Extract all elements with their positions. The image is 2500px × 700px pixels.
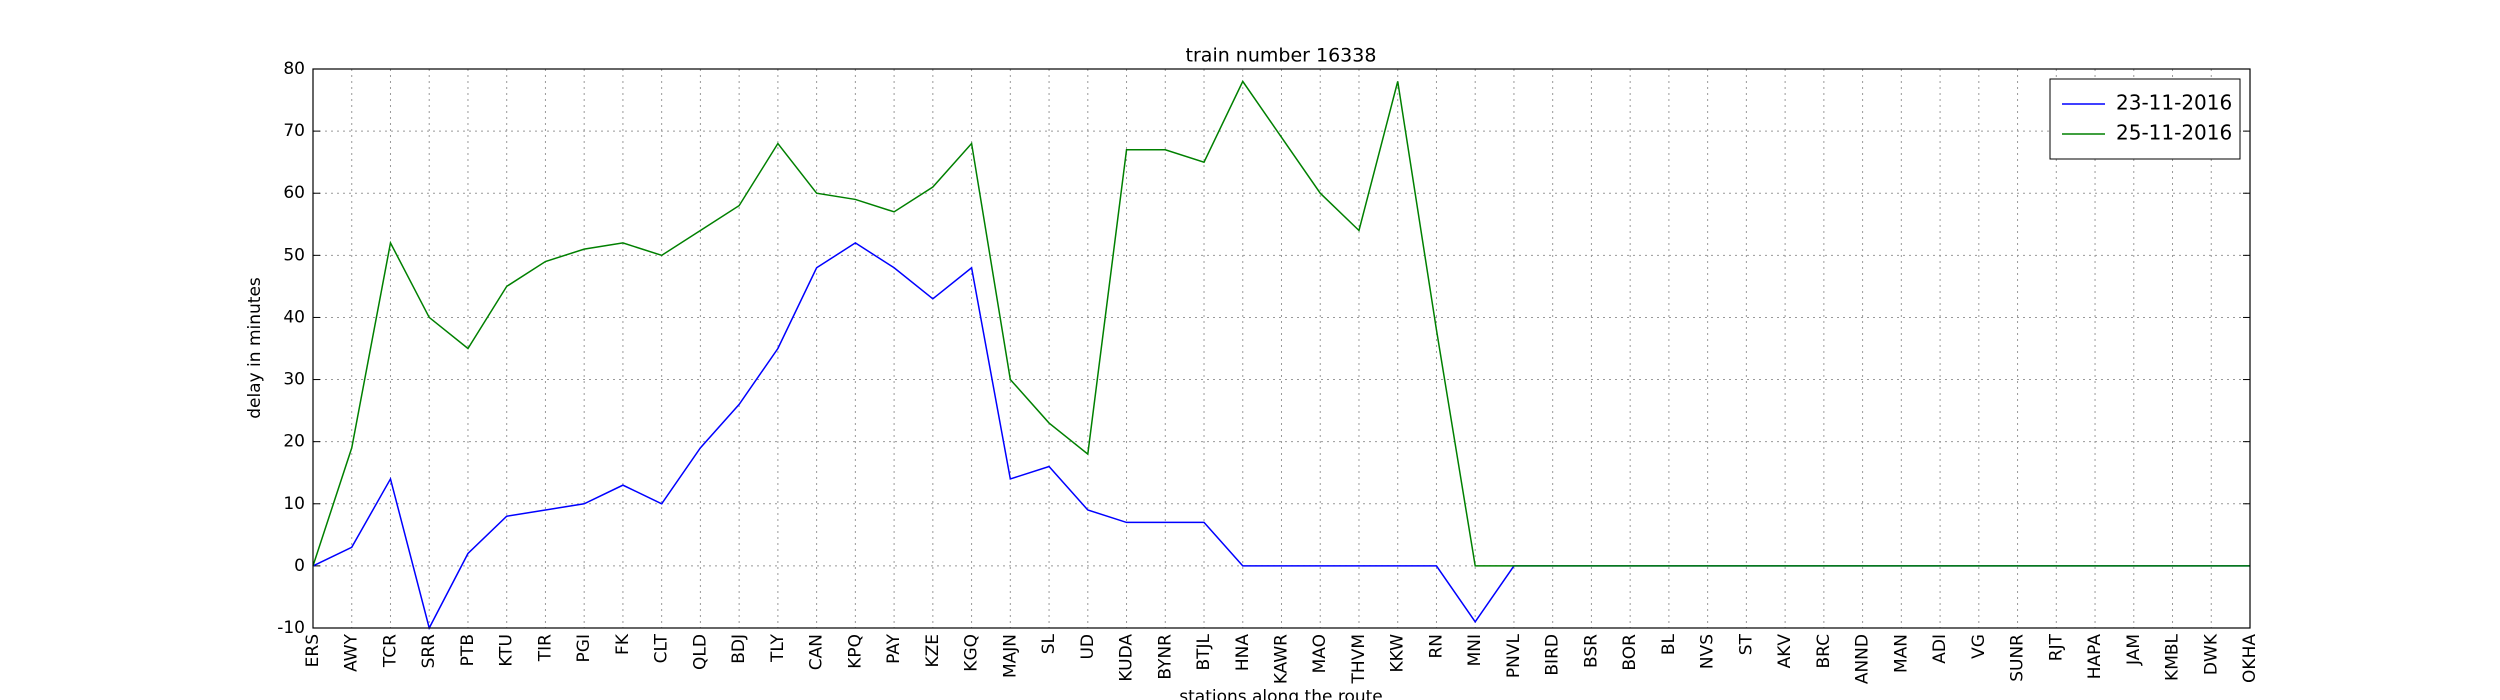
x-tick-label: BTJL xyxy=(1194,633,1214,670)
y-tick-label: 40 xyxy=(283,307,305,327)
x-tick-label: KUDA xyxy=(1117,634,1137,682)
x-tick-label: KZE xyxy=(923,634,943,668)
x-tick-label: RN xyxy=(1426,634,1446,659)
x-tick-label: QLD xyxy=(690,634,710,670)
x-tick-label: UD xyxy=(1078,634,1098,660)
x-axis-label: stations along the route xyxy=(1179,687,1383,700)
legend-box xyxy=(2049,78,2241,160)
x-tick-label: THVM xyxy=(1349,634,1369,684)
plot-frame xyxy=(312,68,2251,629)
y-tick-label: 60 xyxy=(283,183,305,203)
x-tick-label: JAM xyxy=(2124,634,2144,666)
x-tick-label: HNA xyxy=(1233,634,1253,672)
x-tick-label: SRR xyxy=(419,634,439,669)
x-tick-label: BYNR xyxy=(1155,634,1175,680)
x-tick-label: ST xyxy=(1736,633,1756,655)
x-tick-label: FK xyxy=(613,633,633,655)
x-tick-label: ERS xyxy=(303,634,323,667)
x-tick-label: PNVL xyxy=(1504,633,1524,678)
legend-label: 25-11-2016 xyxy=(2116,121,2232,145)
x-tick-label: RJT xyxy=(2046,633,2066,661)
x-tick-label: AWY xyxy=(342,633,362,672)
x-tick-label: CAN xyxy=(807,634,827,670)
x-tick-label: KTU xyxy=(497,634,517,667)
y-tick-label: 0 xyxy=(294,556,305,576)
y-axis-label: delay in minutes xyxy=(245,277,265,419)
x-tick-label: KMBL xyxy=(2163,633,2183,680)
legend-label: 23-11-2016 xyxy=(2116,91,2232,115)
y-tick-label: 70 xyxy=(283,121,305,141)
x-tick-label: ADI xyxy=(1930,634,1950,664)
x-tick-label: VG xyxy=(1969,634,1989,659)
y-tick-label: 10 xyxy=(283,494,305,514)
x-tick-label: TIR xyxy=(535,634,555,662)
x-tick-label: HAPA xyxy=(2085,634,2105,680)
series-line xyxy=(312,79,2250,567)
y-tick-label: 80 xyxy=(283,59,305,79)
x-tick-label: BSR xyxy=(1581,634,1601,668)
x-tick-label: BDJ xyxy=(729,634,749,664)
x-tick-label: TCR xyxy=(380,634,400,668)
chart-title: train number 16338 xyxy=(1186,45,1377,67)
x-tick-label: KPQ xyxy=(845,634,865,669)
x-tick-label: TLY xyxy=(768,633,788,663)
y-tick-label: 50 xyxy=(283,245,305,265)
x-tick-label: BIRD xyxy=(1543,634,1563,676)
x-tick-label: MNI xyxy=(1465,634,1485,666)
x-tick-label: NVS xyxy=(1698,634,1718,669)
x-tick-label: BOR xyxy=(1620,634,1640,671)
x-tick-label: PAY xyxy=(884,633,904,663)
y-tick-label: 30 xyxy=(283,370,305,390)
x-tick-label: BL xyxy=(1659,633,1679,655)
x-tick-label: ANND xyxy=(1853,634,1873,684)
x-tick-label: OKHA xyxy=(2240,634,2260,683)
x-tick-label: CLT xyxy=(652,633,672,663)
x-tick-label: PTB xyxy=(458,634,478,666)
x-tick-label: KGQ xyxy=(962,634,982,672)
x-tick-label: KKW xyxy=(1388,634,1408,673)
y-tick-label: -10 xyxy=(277,618,305,638)
x-tick-label: SUNR xyxy=(2008,634,2028,682)
x-tick-label: KAWR xyxy=(1272,634,1292,684)
x-tick-label: MAJN xyxy=(1000,634,1020,678)
y-tick-label: 20 xyxy=(283,432,305,452)
x-tick-label: BRC xyxy=(1814,634,1834,669)
x-tick-label: DWK xyxy=(2201,633,2221,675)
x-tick-label: MAN xyxy=(1891,634,1911,673)
x-tick-label: MAO xyxy=(1310,634,1330,673)
x-tick-label: AKV xyxy=(1775,634,1795,669)
x-tick-label: SL xyxy=(1039,633,1059,654)
x-tick-label: PGI xyxy=(574,634,594,662)
